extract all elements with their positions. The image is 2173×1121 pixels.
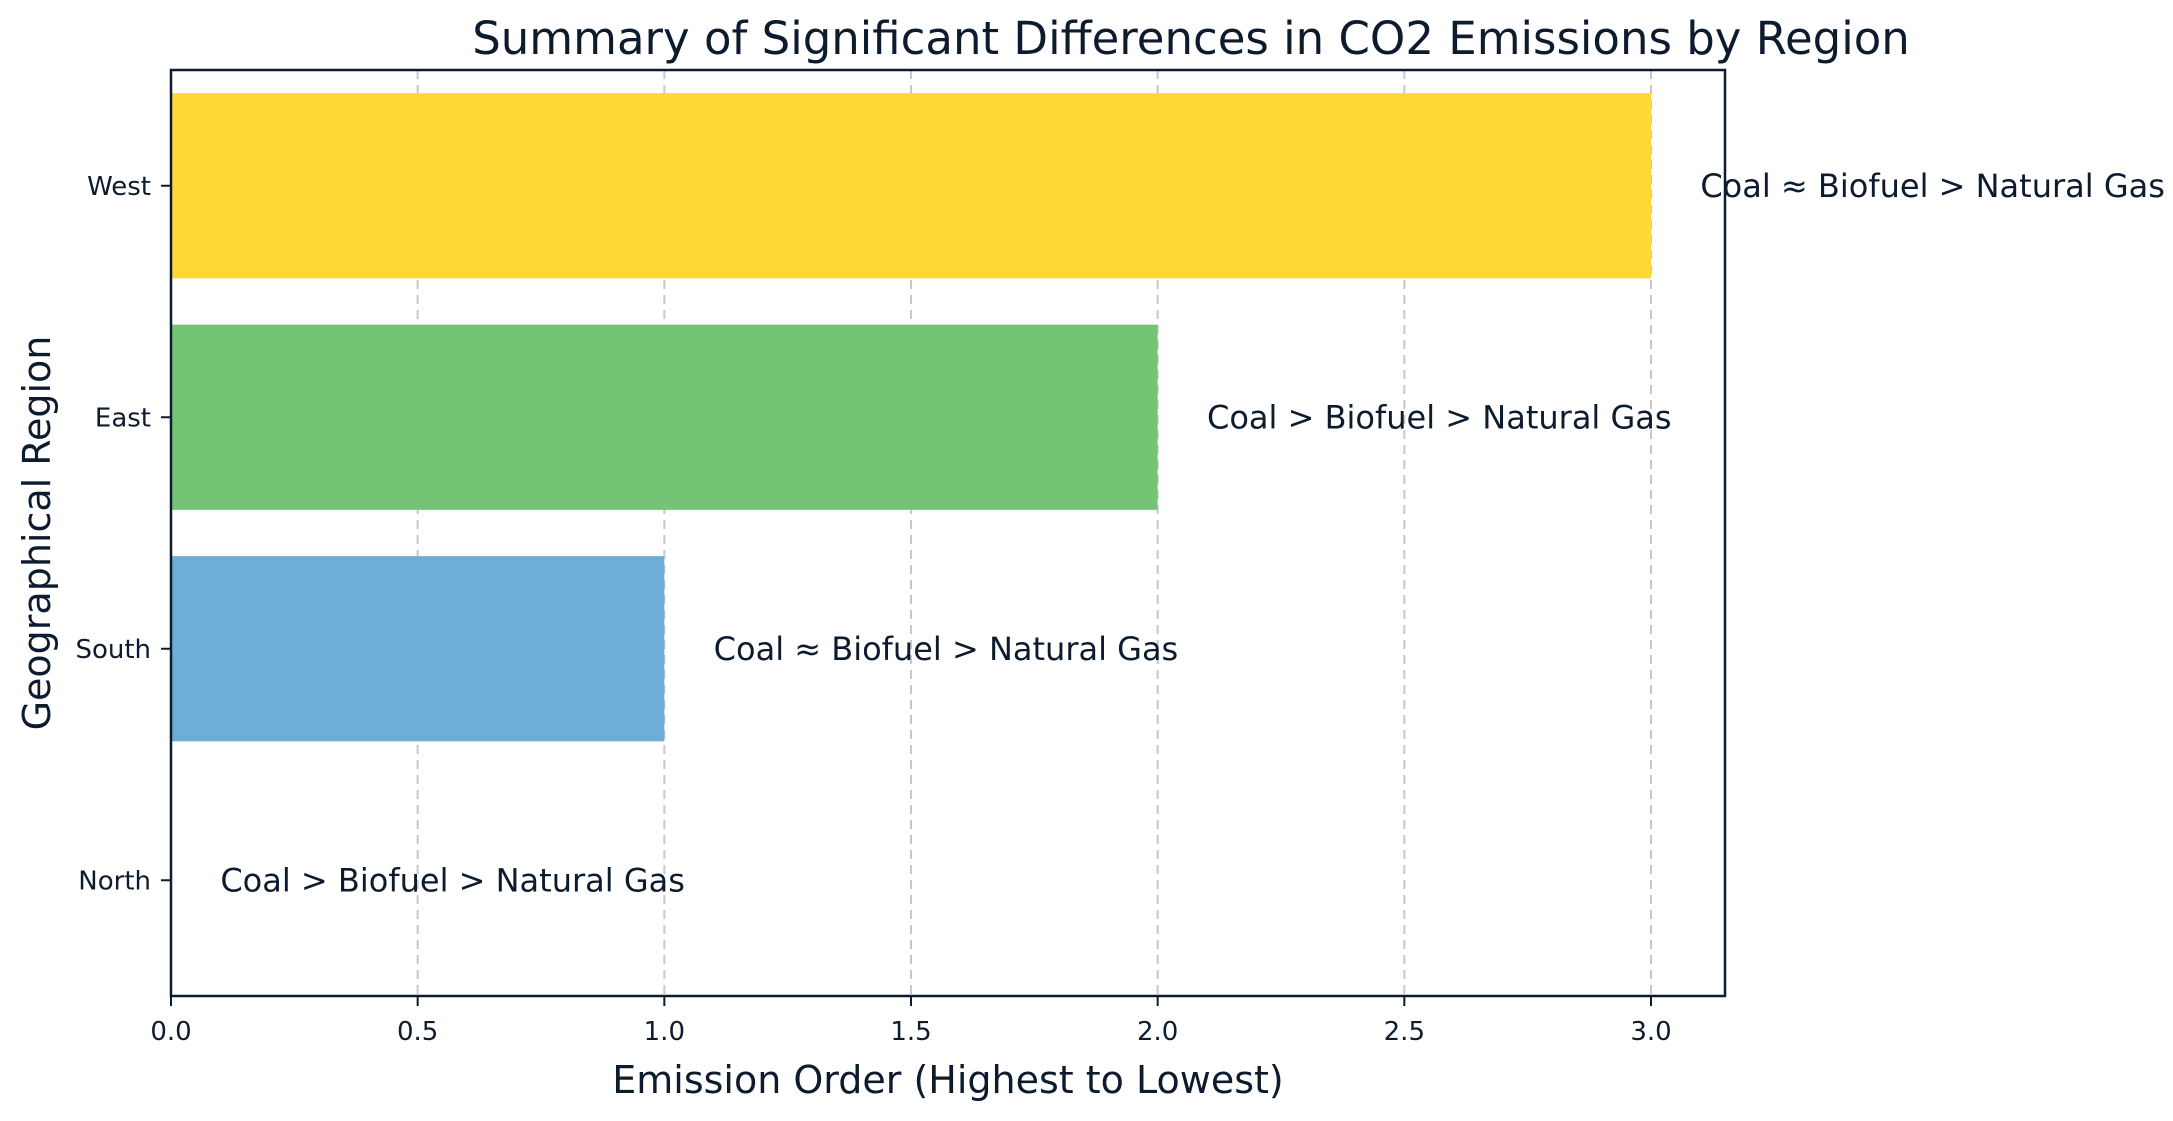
- x-axis-ticks: 0.0 0.5 1.0 1.5 2.0 2.5 3.0: [150, 996, 1672, 1047]
- bar-annotation-north: Coal > Biofuel > Natural Gas: [220, 861, 685, 899]
- x-tick-label: 1.5: [890, 1017, 931, 1047]
- bar-annotation-west: Coal ≈ Biofuel > Natural Gas: [1700, 167, 2165, 205]
- x-tick-label: 1.0: [644, 1017, 685, 1047]
- y-tick-label-north: North: [78, 866, 151, 896]
- x-axis-title: Emission Order (Highest to Lowest): [612, 1058, 1284, 1102]
- x-tick-label: 2.0: [1137, 1017, 1178, 1047]
- y-tick-label-east: East: [95, 403, 151, 433]
- x-tick-label: 2.5: [1384, 1017, 1425, 1047]
- x-tick-label: 0.5: [397, 1017, 438, 1047]
- y-axis-ticks: North South East West: [75, 172, 171, 896]
- bar-annotations: Coal > Biofuel > Natural Gas Coal ≈ Biofu…: [220, 167, 2165, 900]
- bars: [171, 93, 1651, 742]
- x-tick-label: 0.0: [150, 1017, 191, 1047]
- y-tick-label-south: South: [75, 635, 151, 665]
- chart-title: Summary of Significant Differences in CO…: [472, 12, 1910, 65]
- x-tick-label: 3.0: [1630, 1017, 1671, 1047]
- plot-area-frame: [169, 68, 1727, 998]
- bar-east: [171, 324, 1158, 510]
- y-tick-label-west: West: [87, 172, 151, 202]
- y-axis-title: Geographical Region: [15, 336, 59, 731]
- bar-annotation-south: Coal ≈ Biofuel > Natural Gas: [714, 630, 1179, 668]
- bar-west: [171, 93, 1651, 279]
- bar-annotation-east: Coal > Biofuel > Natural Gas: [1207, 398, 1672, 436]
- bar-south: [171, 556, 665, 742]
